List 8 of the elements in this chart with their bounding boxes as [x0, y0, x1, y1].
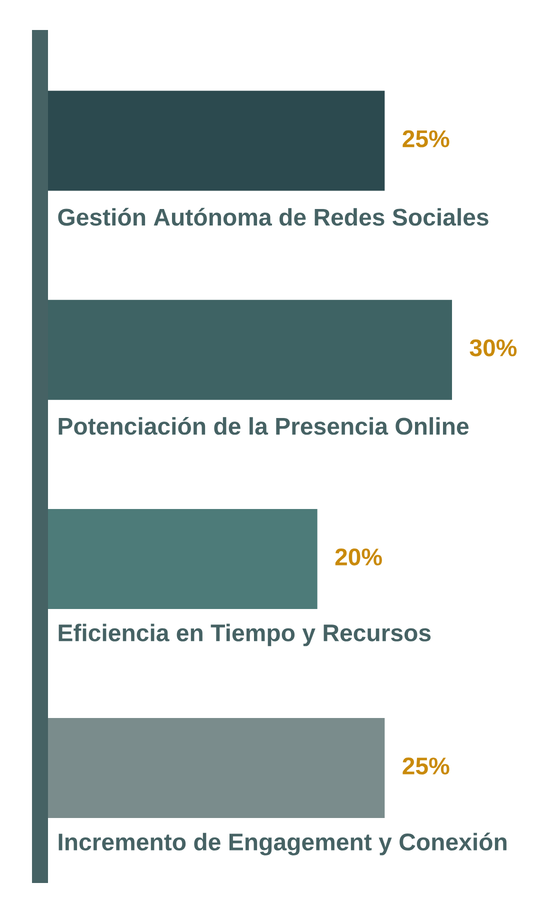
y-tick-label: Gestión Autónoma de Redes Sociales: [58, 208, 488, 226]
y-tick-label: Potenciación de la Presencia Online: [58, 416, 469, 435]
data-label: 25%: [402, 130, 450, 148]
data-label: 20%: [335, 548, 382, 566]
data-label: 25%: [402, 758, 450, 775]
y-tick-label: Eficiencia en Tiempo y Recursos: [58, 624, 431, 646]
data-label: 30%: [470, 339, 517, 356]
y-tick-label: Incremento de Engagement y Conexión: [58, 832, 506, 856]
